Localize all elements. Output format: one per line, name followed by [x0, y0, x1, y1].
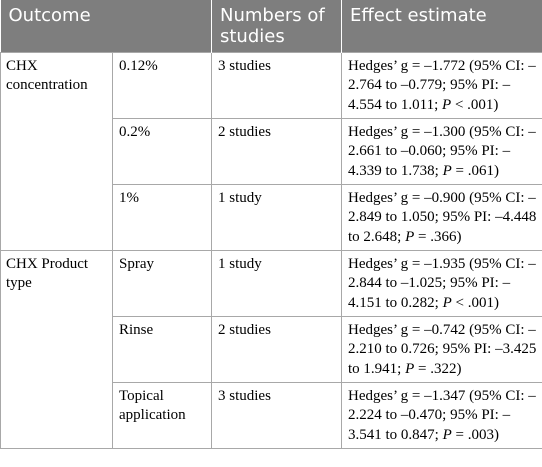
- p-value: = .061): [451, 162, 499, 179]
- effect-text: Hedges’ g = –1.935 (95% CI: –2.844 to –1…: [348, 255, 536, 311]
- effect-text: Hedges’ g = –1.772 (95% CI: –2.764 to –0…: [348, 57, 536, 113]
- studies-cell: 2 studies: [211, 117, 342, 185]
- studies-cell: 1 study: [211, 183, 342, 251]
- effect-cell: Hedges’ g = –1.935 (95% CI: –2.844 to –1…: [341, 249, 542, 317]
- table-row: 1% 1 study Hedges’ g = –0.900 (95% CI: –…: [1, 183, 542, 251]
- p-label: P: [442, 426, 452, 443]
- table-row: Rinse 2 studies Hedges’ g = –0.742 (95% …: [1, 315, 542, 383]
- outcome-cell: CHX concentration: [0, 51, 113, 251]
- effect-cell: Hedges’ g = –0.742 (95% CI: –2.210 to 0.…: [341, 315, 542, 383]
- effect-text: Hedges’ g = –1.347 (95% CI: –2.224 to –0…: [348, 387, 536, 443]
- studies-cell: 1 study: [211, 249, 342, 317]
- p-label: P: [405, 228, 415, 245]
- p-label: P: [442, 294, 452, 311]
- p-label: P: [442, 96, 452, 113]
- p-value: = .322): [414, 360, 462, 377]
- table-row: 0.2% 2 studies Hedges’ g = –1.300 (95% C…: [1, 117, 542, 185]
- studies-cell: 3 studies: [211, 381, 342, 449]
- studies-cell: 3 studies: [211, 51, 342, 119]
- p-value: < .001): [451, 294, 499, 311]
- subgroup-cell: Rinse: [112, 315, 212, 383]
- p-label: P: [405, 360, 415, 377]
- effect-cell: Hedges’ g = –0.900 (95% CI: –2.849 to 1.…: [341, 183, 542, 251]
- table-row: CHX Product type Spray 1 study Hedges’ g…: [0, 249, 542, 449]
- p-value: < .001): [451, 96, 499, 113]
- table-row: Topical application 3 studies Hedges’ g …: [1, 381, 542, 449]
- header-outcome: Outcome: [0, 0, 212, 52]
- effect-cell: Hedges’ g = –1.347 (95% CI: –2.224 to –0…: [341, 381, 542, 449]
- effect-cell: Hedges’ g = –1.300 (95% CI: –2.661 to –0…: [341, 117, 542, 185]
- subgroup-cell: 0.2%: [112, 117, 212, 185]
- header-studies: Numbers of studies: [211, 0, 342, 52]
- subgroup-cell: 1%: [112, 183, 212, 251]
- effect-text: Hedges’ g = –1.300 (95% CI: –2.661 to –0…: [348, 123, 536, 179]
- p-value: = .366): [414, 228, 462, 245]
- header-effect: Effect estimate: [341, 0, 542, 52]
- table-header: Outcome Numbers of studies Effect estima…: [0, 0, 542, 52]
- p-label: P: [442, 162, 452, 179]
- subgroup-cell: 0.12%: [112, 51, 212, 119]
- subgroup-cell: Topical application: [112, 381, 212, 449]
- subgroup-cell: Spray: [112, 249, 212, 317]
- effect-text: Hedges’ g = –0.900 (95% CI: –2.849 to 1.…: [348, 189, 537, 245]
- effect-text: Hedges’ g = –0.742 (95% CI: –2.210 to 0.…: [348, 321, 537, 377]
- table-row: CHX concentration 0.12% 3 studies Hedges…: [0, 51, 542, 251]
- outcome-cell: CHX Product type: [0, 249, 113, 449]
- studies-cell: 2 studies: [211, 315, 342, 383]
- table-body: CHX concentration 0.12% 3 studies Hedges…: [0, 51, 542, 449]
- effect-cell: Hedges’ g = –1.772 (95% CI: –2.764 to –0…: [341, 51, 542, 119]
- results-table: Outcome Numbers of studies Effect estima…: [0, 0, 542, 449]
- p-value: = .003): [451, 426, 499, 443]
